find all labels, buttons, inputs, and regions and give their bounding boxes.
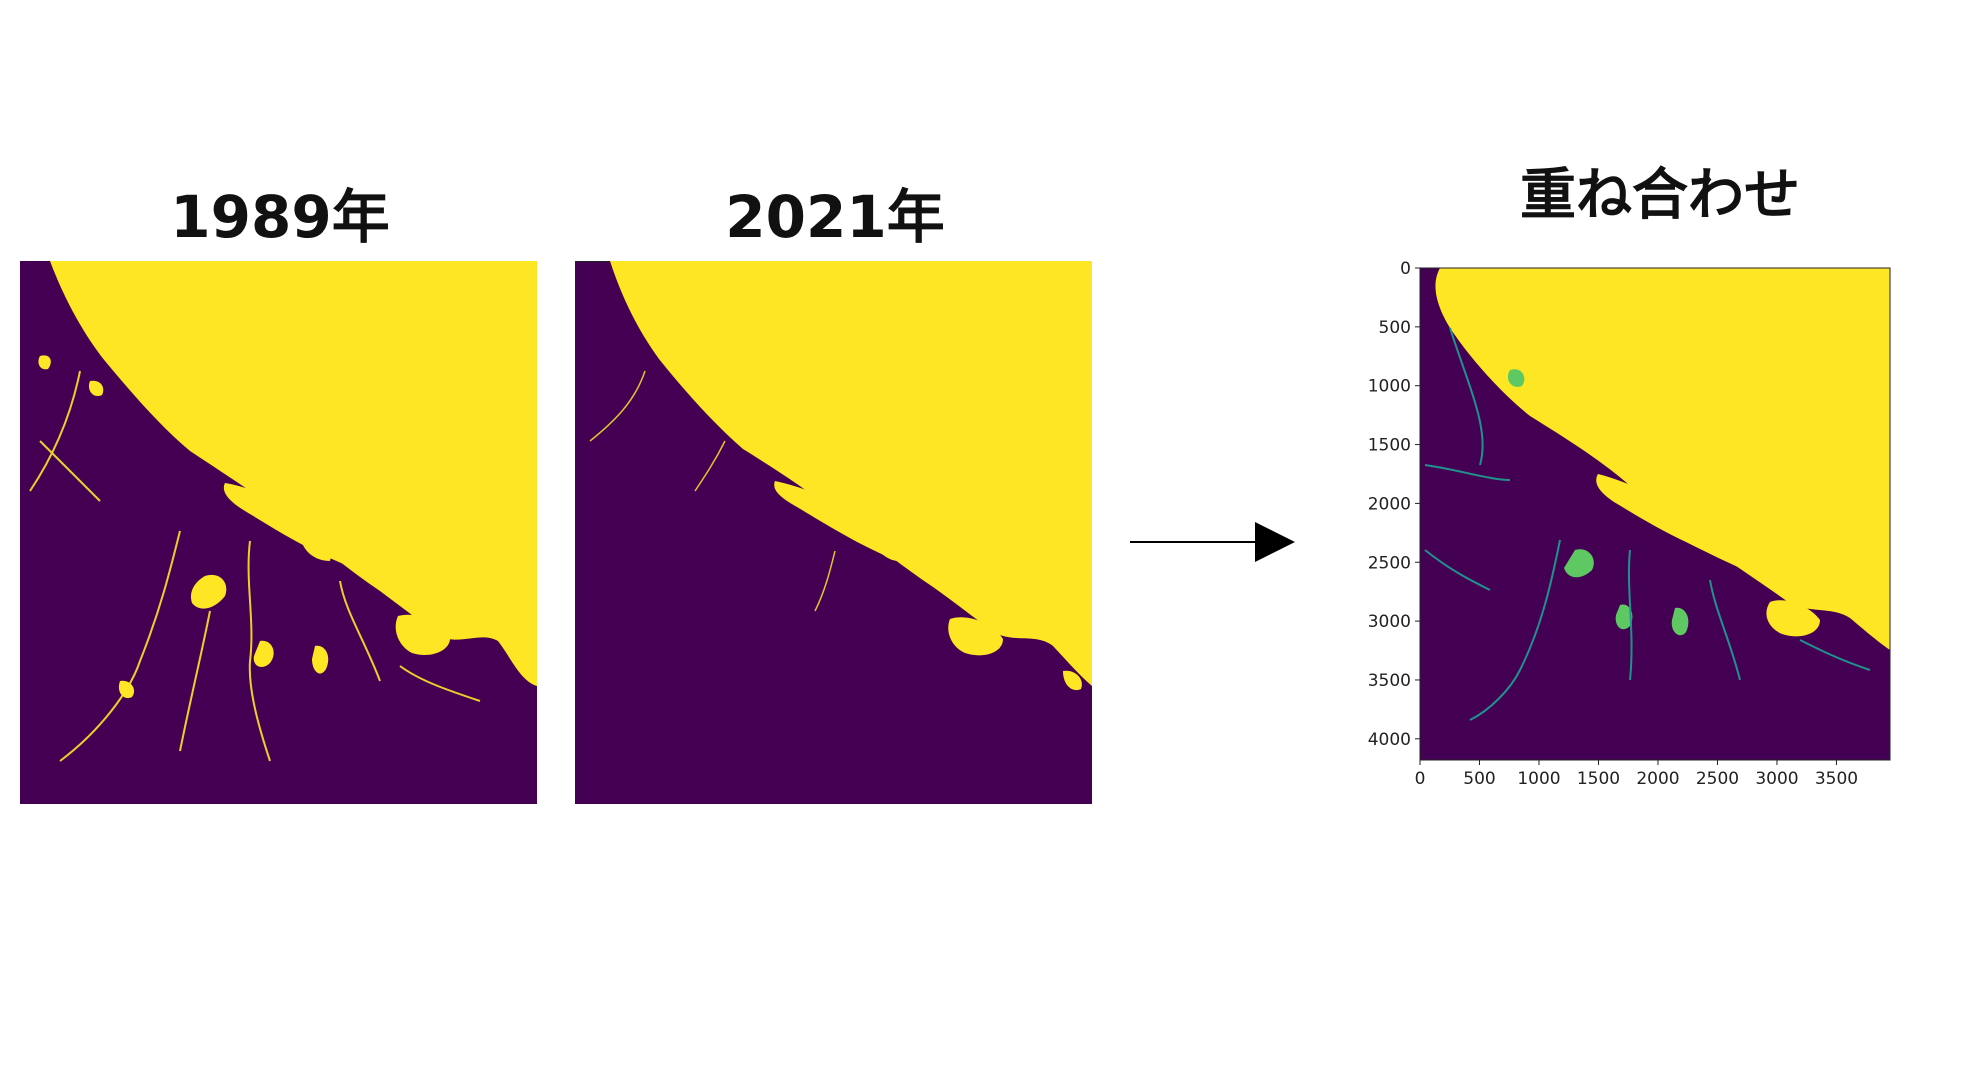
y-tick-label: 3000 bbox=[1368, 612, 1411, 632]
title-1989: 1989年 bbox=[170, 183, 390, 251]
x-tick-label: 3500 bbox=[1815, 769, 1858, 789]
map-2021-graphic bbox=[575, 261, 1092, 804]
y-tick-label: 1500 bbox=[1368, 436, 1411, 456]
overlay-chart: 0 500 1000 1500 2000 2500 3000 3500 0 500 1000 150… bbox=[1330, 250, 1910, 810]
x-axis-ticks: 0 500 1000 1500 2000 2500 3000 3500 bbox=[1415, 760, 1858, 789]
overlay-graphic: 0 500 1000 1500 2000 2500 3000 3500 0 500 1000 150… bbox=[1368, 259, 1891, 789]
y-tick-label: 2000 bbox=[1368, 494, 1411, 514]
y-tick-label: 3500 bbox=[1368, 671, 1411, 691]
y-tick-label: 4000 bbox=[1368, 730, 1411, 750]
x-tick-label: 2000 bbox=[1636, 769, 1679, 789]
y-tick-label: 1000 bbox=[1368, 377, 1411, 397]
x-tick-label: 0 bbox=[1415, 769, 1426, 789]
title-overlay: 重ね合わせ bbox=[1520, 163, 1800, 228]
y-tick-label: 0 bbox=[1400, 259, 1411, 279]
x-tick-label: 2500 bbox=[1696, 769, 1739, 789]
x-tick-label: 3000 bbox=[1755, 769, 1798, 789]
x-tick-label: 1000 bbox=[1517, 769, 1560, 789]
map-1989 bbox=[20, 261, 537, 804]
title-2021: 2021年 bbox=[725, 183, 945, 251]
x-tick-label: 1500 bbox=[1577, 769, 1620, 789]
y-tick-label: 500 bbox=[1379, 318, 1411, 338]
y-axis-ticks: 0 500 1000 1500 2000 2500 3000 3500 4000 bbox=[1368, 259, 1420, 750]
y-tick-label: 2500 bbox=[1368, 553, 1411, 573]
map-2021 bbox=[575, 261, 1092, 804]
x-tick-label: 500 bbox=[1463, 769, 1495, 789]
right-arrow-icon bbox=[1130, 522, 1295, 562]
map-1989-graphic bbox=[20, 261, 537, 804]
overlay-map bbox=[1419, 267, 1891, 761]
